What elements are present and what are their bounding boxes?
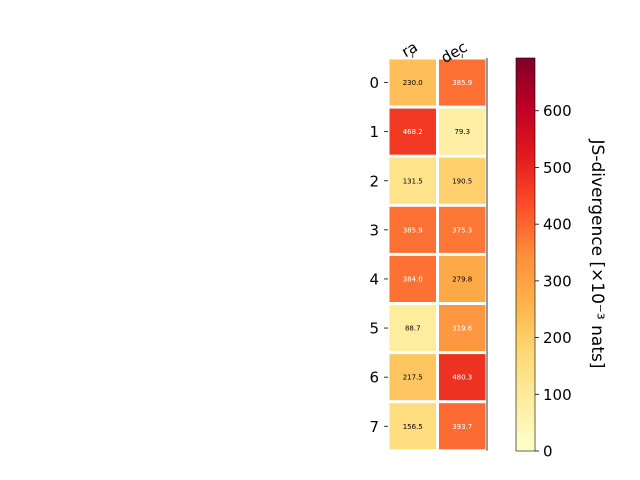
heatmap-cell bbox=[439, 206, 486, 253]
cell-value-label: 279.8 bbox=[452, 275, 472, 283]
y-tick-label: 2 bbox=[369, 172, 379, 190]
y-axis: 0 1 2 3 4 5 6 7 bbox=[369, 74, 388, 436]
y-tick-label: 3 bbox=[369, 221, 379, 239]
cell-value-label: 190.5 bbox=[452, 177, 472, 185]
cell-value-label: 385.9 bbox=[452, 79, 472, 87]
colorbar-tick-label: 300 bbox=[543, 272, 572, 290]
colorbar-label: JS-divergence [×10⁻³ nats] bbox=[587, 139, 607, 369]
colorbar-tick-label: 100 bbox=[543, 386, 572, 404]
colorbar-tick-label: 200 bbox=[543, 329, 572, 347]
cell-value-label: 480.3 bbox=[452, 374, 472, 382]
cell-value-label: 230.0 bbox=[403, 79, 423, 87]
heatmap-cell bbox=[389, 403, 436, 450]
heatmap-cell bbox=[439, 157, 486, 204]
y-tick-label: 0 bbox=[369, 74, 379, 92]
heatmap-cell bbox=[389, 108, 436, 155]
heatmap-cell bbox=[389, 157, 436, 204]
cell-value-label: 385.9 bbox=[403, 226, 423, 234]
y-tick-label: 7 bbox=[369, 418, 379, 436]
heatmap-cell bbox=[439, 255, 486, 302]
cell-value-label: 88.7 bbox=[405, 325, 421, 333]
colorbar-fill bbox=[515, 57, 536, 452]
heatmap-cell bbox=[389, 255, 436, 302]
heatmap-cell bbox=[439, 108, 486, 155]
y-tick-label: 4 bbox=[369, 270, 379, 288]
y-tick-label: 6 bbox=[369, 369, 379, 387]
heatmap-cell bbox=[439, 305, 486, 352]
x-tick-label: ra bbox=[398, 38, 420, 61]
cell-value-label: 79.3 bbox=[454, 128, 470, 136]
cell-value-label: 156.5 bbox=[403, 423, 423, 431]
heatmap-grid: 230.0 385.9 468.2 79.3 131.5 190.5 385.9 375.3 3… bbox=[389, 58, 488, 451]
cell-value-label: 468.2 bbox=[403, 128, 423, 136]
heatmap-cell bbox=[439, 403, 486, 450]
colorbar-tick-label: 0 bbox=[543, 443, 553, 461]
heatmap-cell bbox=[389, 59, 436, 106]
cell-value-label: 393.7 bbox=[452, 423, 472, 431]
cell-value-label: 131.5 bbox=[403, 177, 423, 185]
cell-value-label: 375.3 bbox=[452, 226, 472, 234]
heatmap-cell bbox=[389, 354, 436, 401]
cell-value-label: 384.0 bbox=[403, 275, 423, 283]
colorbar-tick-label: 500 bbox=[543, 159, 572, 177]
y-tick-label: 5 bbox=[369, 320, 379, 338]
cell-value-label: 217.5 bbox=[403, 374, 423, 382]
heatmap-cell bbox=[439, 59, 486, 106]
colorbar-tick-label: 400 bbox=[543, 216, 572, 234]
heatmap-cell bbox=[389, 206, 436, 253]
heatmap-cell bbox=[439, 354, 486, 401]
y-tick-label: 1 bbox=[369, 123, 379, 141]
colorbar-tick-label: 600 bbox=[543, 102, 572, 120]
heatmap-cell bbox=[389, 305, 436, 352]
colorbar: 0 100 200 300 400 500 600 JS-divergence [×10⁻³ … bbox=[515, 57, 607, 461]
cell-value-label: 319.6 bbox=[452, 325, 473, 333]
